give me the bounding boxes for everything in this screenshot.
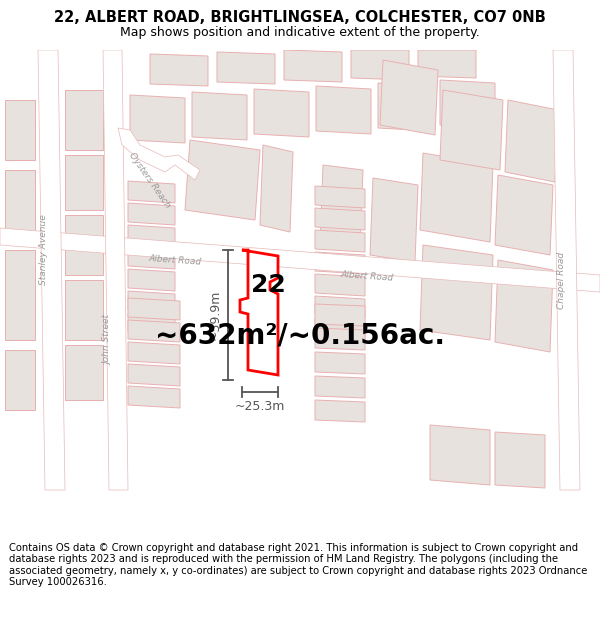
Text: John Street: John Street — [104, 315, 113, 365]
Polygon shape — [240, 250, 278, 375]
Polygon shape — [495, 260, 553, 352]
Text: Stanley Avenue: Stanley Avenue — [38, 214, 47, 286]
Polygon shape — [128, 364, 180, 386]
Text: 22, ALBERT ROAD, BRIGHTLINGSEA, COLCHESTER, CO7 0NB: 22, ALBERT ROAD, BRIGHTLINGSEA, COLCHEST… — [54, 10, 546, 25]
Polygon shape — [351, 50, 409, 80]
Polygon shape — [0, 228, 600, 292]
Polygon shape — [128, 386, 180, 408]
Text: Map shows position and indicative extent of the property.: Map shows position and indicative extent… — [120, 26, 480, 39]
Polygon shape — [378, 83, 433, 131]
Polygon shape — [118, 128, 200, 180]
Polygon shape — [128, 298, 180, 320]
Polygon shape — [315, 252, 365, 274]
Polygon shape — [430, 425, 490, 485]
Polygon shape — [320, 165, 363, 250]
Text: ~25.3m: ~25.3m — [235, 400, 285, 413]
Polygon shape — [128, 313, 175, 335]
Text: Albert Road: Albert Road — [148, 254, 202, 266]
Polygon shape — [192, 92, 247, 140]
Polygon shape — [420, 245, 493, 340]
Polygon shape — [128, 269, 175, 291]
Polygon shape — [65, 215, 103, 275]
Polygon shape — [315, 208, 365, 230]
Polygon shape — [495, 432, 545, 488]
Polygon shape — [254, 89, 309, 137]
Polygon shape — [315, 186, 365, 208]
Polygon shape — [505, 100, 558, 182]
Polygon shape — [5, 170, 35, 240]
Text: Contains OS data © Crown copyright and database right 2021. This information is : Contains OS data © Crown copyright and d… — [9, 542, 587, 588]
Polygon shape — [440, 90, 503, 170]
Polygon shape — [130, 95, 185, 143]
Polygon shape — [260, 145, 293, 232]
Polygon shape — [420, 153, 493, 242]
Text: ~59.9m: ~59.9m — [209, 290, 222, 340]
Polygon shape — [65, 90, 103, 150]
Polygon shape — [315, 274, 365, 296]
Polygon shape — [217, 52, 275, 84]
Polygon shape — [315, 400, 365, 422]
Polygon shape — [495, 175, 553, 255]
Polygon shape — [128, 320, 180, 342]
Polygon shape — [315, 230, 365, 252]
Text: Albert Road: Albert Road — [340, 269, 394, 282]
Polygon shape — [315, 376, 365, 398]
Polygon shape — [380, 60, 438, 135]
Polygon shape — [440, 80, 495, 128]
Polygon shape — [316, 86, 371, 134]
Polygon shape — [128, 342, 180, 364]
Polygon shape — [5, 350, 35, 410]
Text: Chapel Road: Chapel Road — [557, 251, 566, 309]
Polygon shape — [128, 181, 175, 203]
Polygon shape — [370, 178, 418, 262]
Polygon shape — [315, 296, 365, 318]
Polygon shape — [103, 50, 128, 490]
Polygon shape — [38, 50, 65, 490]
Polygon shape — [128, 247, 175, 269]
Text: 22: 22 — [251, 273, 286, 297]
Polygon shape — [5, 100, 35, 160]
Polygon shape — [284, 50, 342, 82]
Polygon shape — [128, 291, 175, 313]
Polygon shape — [65, 155, 103, 210]
Polygon shape — [315, 318, 365, 340]
Polygon shape — [5, 250, 35, 340]
Polygon shape — [65, 280, 103, 340]
Polygon shape — [128, 225, 175, 247]
Polygon shape — [128, 203, 175, 225]
Polygon shape — [418, 50, 476, 78]
Polygon shape — [315, 352, 365, 374]
Polygon shape — [150, 54, 208, 86]
Polygon shape — [315, 304, 365, 326]
Polygon shape — [65, 345, 103, 400]
Polygon shape — [553, 50, 580, 490]
Text: Oysters Reach: Oysters Reach — [127, 151, 173, 209]
Polygon shape — [315, 328, 365, 350]
Polygon shape — [185, 140, 260, 220]
Text: ~632m²/~0.156ac.: ~632m²/~0.156ac. — [155, 321, 445, 349]
